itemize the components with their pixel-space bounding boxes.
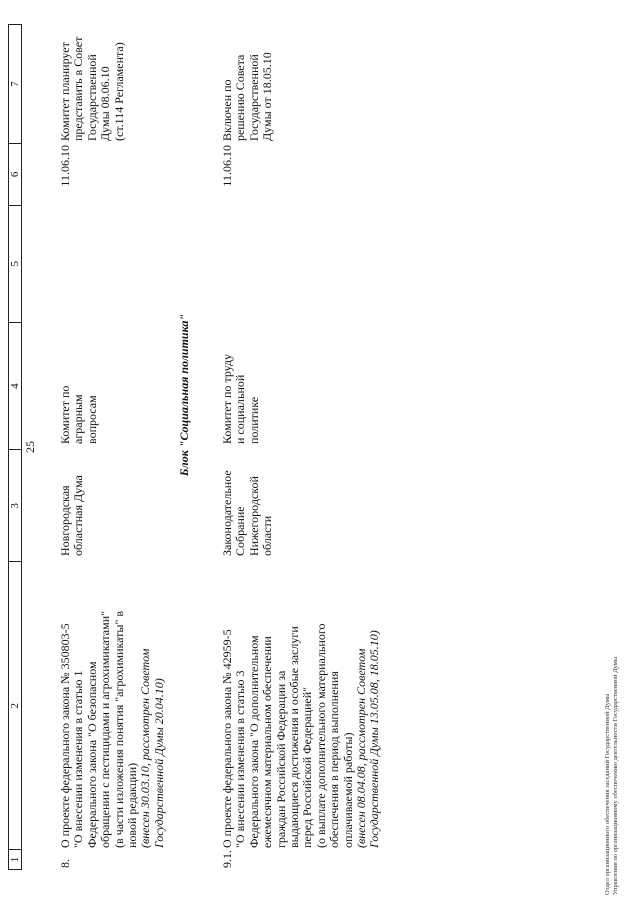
cell-line: Комитет по труду (220, 353, 234, 444)
cell-line: (внесен 08.04.08, рассмотрен Советом (354, 648, 369, 848)
cell-line: областная Дума (71, 475, 86, 556)
cell-line: (ст.114 Регламента) (111, 42, 126, 141)
cell-line: Федерального закона "О дополнительном (246, 635, 261, 848)
cell-line: граждан Российской Федерации за (273, 670, 288, 848)
initiator-cell: Законодательное Собрание Нижегородской обла… (220, 448, 275, 556)
header-col-7: 7 (9, 24, 21, 143)
cell-line: Думы 08.06.10 (98, 66, 113, 141)
cell-line: оплачиваемой работы) (340, 732, 355, 848)
cell-line: Законодательное (220, 470, 234, 556)
header-col-3: 3 (9, 449, 21, 562)
header-col-1: 1 (9, 849, 21, 869)
cell-line: Собрание (233, 506, 248, 556)
cell-line: решению Совета (233, 54, 248, 141)
cell-line: вопросам (84, 395, 99, 444)
cell-line: Федерального закона "О безопасном (84, 661, 99, 848)
committee-cell: Комитет по аграрным вопросам (58, 324, 99, 444)
footer-line: Отдел организационного обеспечения засед… (604, 693, 611, 895)
cell-line: Нижегородской (246, 476, 261, 556)
header-col-4: 4 (9, 321, 21, 450)
cell-line: и социальной (233, 374, 248, 444)
cell-line: перед Российской Федерацией" (300, 686, 315, 848)
cell-line: обеспечения в период выполнения (327, 671, 342, 848)
cell-line: (внесен 30.03.10, рассмотрен Советом (138, 648, 153, 848)
page-number: 25 (23, 441, 37, 453)
cell-line: аграрным (71, 394, 86, 444)
header-col-2: 2 (9, 561, 21, 850)
bill-title-cell: О проекте федерального закона № 350803-5… (58, 558, 166, 848)
cell-line: О проекте федерального закона № 42959-5 (220, 629, 234, 848)
cell-line: выдающиеся достижения и особые заслуги (287, 626, 302, 848)
table-header-row: 1 2 3 4 5 6 7 (8, 24, 22, 870)
cell-line: Государственной (246, 54, 261, 141)
num-cell: 9.1. (220, 850, 234, 868)
committee-cell: Комитет по труду и социальной политике (220, 324, 261, 444)
cell-line: ежемесячном материальном обеспечении (260, 636, 275, 848)
date-cell: 11.06.10 (58, 145, 72, 187)
cell-line: новой редакции) (125, 762, 140, 848)
section-title: Блок "Социальная политика" (177, 313, 191, 477)
cell-line: политике (246, 396, 261, 444)
initiator-cell: Новгородская областная Дума (58, 448, 86, 556)
cell-line: (в части изложения понятия "агрохимикаты… (111, 610, 126, 848)
cell-line: Комитет по (58, 385, 72, 444)
header-col-6: 6 (9, 142, 21, 205)
status-cell: Включен по решению Совета Государственной Д… (220, 23, 275, 141)
cell-line: обращении с пестицидами и агрохимикатами… (98, 610, 113, 848)
cell-line: "О внесении изменения в статью 3 (233, 670, 248, 848)
footer: Отдел организационного обеспечения засед… (604, 657, 619, 895)
cell-line: Государственной Думы 20.04.10) (151, 678, 166, 848)
cell-line: "О внесении изменения в статью 1 (71, 670, 86, 848)
cell-line: Думы от 18.05.10 (260, 52, 275, 141)
cell-line: Государственной (84, 54, 99, 141)
num-cell: 8. (58, 859, 72, 868)
status-cell: Комитет планирует представить в Совет Госу… (58, 23, 126, 141)
date-cell: 11.06.10 (220, 145, 234, 187)
cell-line: Включен по (220, 79, 234, 141)
cell-line: представить в Совет (71, 36, 86, 141)
cell-line: О проекте федерального закона № 350803-5 (58, 623, 72, 848)
bill-title-cell: О проекте федерального закона № 42959-5 "… (220, 558, 382, 848)
cell-line: Новгородская (58, 485, 72, 556)
cell-line: Государственной Думы 13.05.08, 18.05.10) (367, 630, 382, 848)
cell-line: области (260, 515, 275, 556)
cell-line: (о выплате дополнительного материального (313, 623, 328, 848)
cell-line: Комитет планирует (58, 42, 72, 141)
footer-line: Управления по организационному обеспечен… (611, 656, 619, 895)
header-col-5: 5 (9, 204, 21, 322)
